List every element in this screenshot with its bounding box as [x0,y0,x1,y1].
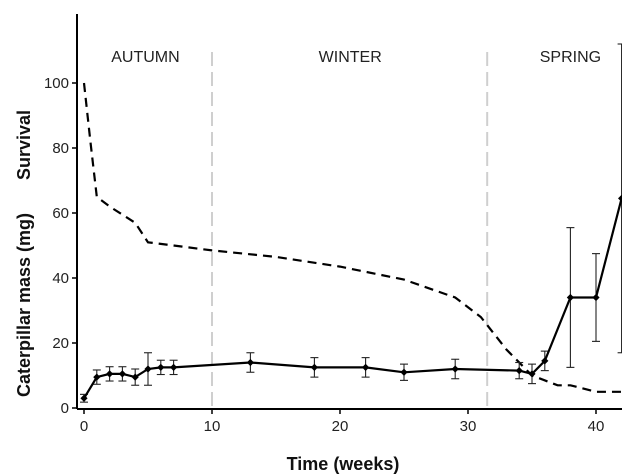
x-tick-label: 40 [588,418,605,435]
mass-point [362,363,370,371]
axes [76,14,622,410]
y-tick-label: 80 [52,140,69,157]
season-label: SPRING [540,49,601,66]
x-tick-label: 0 [80,418,88,435]
y-tick-label: 60 [52,205,69,222]
y-tick-label: 0 [61,400,69,417]
y-tick-label: 20 [52,335,69,352]
mass-point [566,293,574,302]
mass-point [400,368,408,376]
mass-line [83,198,622,399]
y-axis-title-mass: Caterpillar mass (mg) [14,213,34,397]
y-tick-label: 40 [52,270,69,287]
x-tick-label: 20 [332,418,349,435]
x-tick-label: 10 [204,418,221,435]
mass-point [515,367,523,375]
mass-point [528,370,536,378]
caterpillar-mass-series [80,43,622,403]
mass-point [170,363,178,371]
season-dividers [211,52,489,409]
season-labels: AUTUMN WINTER SPRING [111,49,601,66]
mass-point [144,365,152,373]
mass-point [310,363,318,371]
mass-point [131,373,139,381]
mass-point [592,293,600,302]
mass-point [618,194,622,202]
x-axis-title: Time (weeks) [287,454,400,474]
mass-point [246,358,254,367]
mass-point [93,373,101,381]
mass-point [157,363,165,371]
mass-point [541,357,549,365]
survival-line [82,82,622,393]
ticks: 0 20 40 60 80 100 0 10 20 30 40 [44,75,604,435]
y-axis-title-survival: Survival [14,110,34,180]
season-label: AUTUMN [111,49,179,66]
mass-point [118,370,126,378]
mass-point [106,370,114,378]
season-label: WINTER [319,49,382,66]
mass-point [80,394,88,402]
mass-point [451,365,459,373]
x-tick-label: 30 [460,418,477,435]
survival-series [82,82,622,393]
y-tick-label: 100 [44,75,69,92]
